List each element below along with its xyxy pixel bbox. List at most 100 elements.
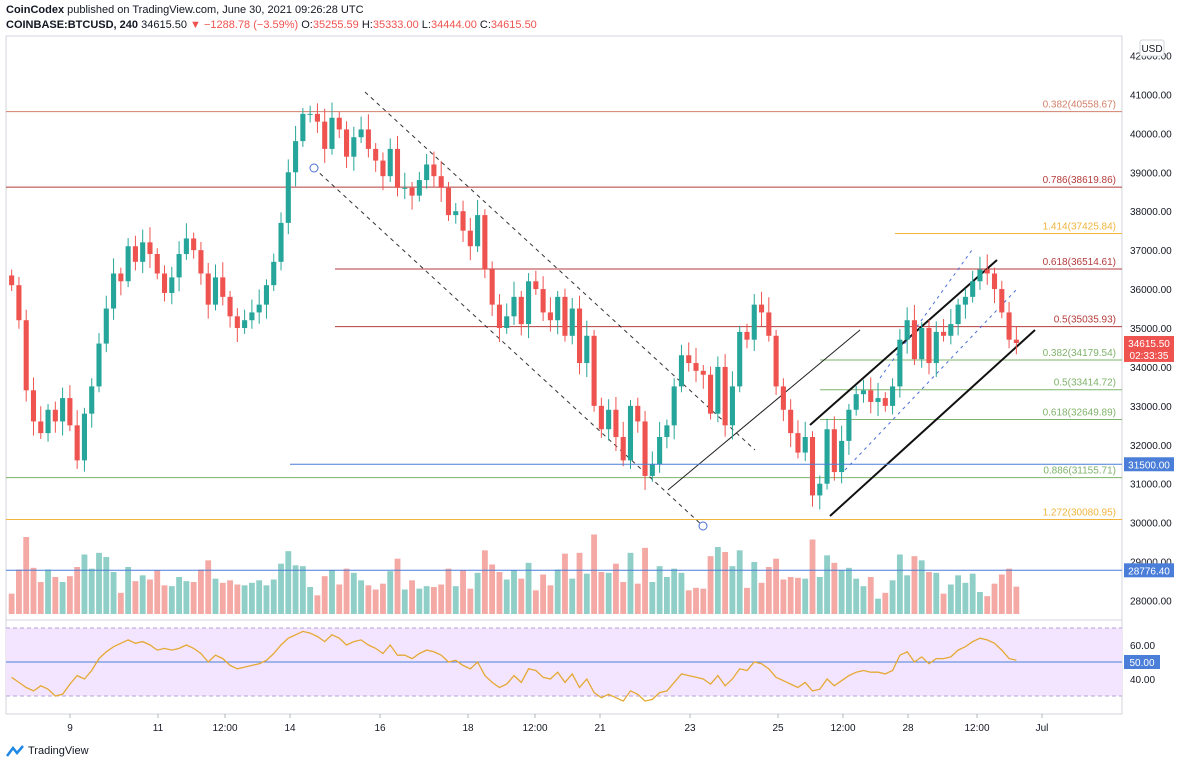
candle-body[interactable]: [693, 363, 699, 371]
candle-body[interactable]: [569, 308, 575, 336]
candle-body[interactable]: [409, 187, 415, 196]
candle-body[interactable]: [788, 409, 794, 434]
candle-body[interactable]: [795, 433, 801, 453]
candle-body[interactable]: [751, 304, 757, 340]
candle-body[interactable]: [271, 261, 277, 286]
candle-body[interactable]: [875, 398, 881, 402]
candle-body[interactable]: [991, 273, 998, 290]
candle-body[interactable]: [817, 483, 823, 496]
candle-body[interactable]: [336, 117, 342, 130]
candle-body[interactable]: [81, 413, 87, 461]
candle-body[interactable]: [161, 273, 168, 293]
candle-body[interactable]: [132, 246, 138, 262]
candle-body[interactable]: [394, 148, 401, 188]
candle-body[interactable]: [773, 335, 779, 387]
candle-body[interactable]: [52, 409, 58, 422]
candle-body[interactable]: [67, 398, 73, 426]
candle-body[interactable]: [460, 211, 466, 231]
candle-body[interactable]: [402, 187, 408, 189]
candle-body[interactable]: [1013, 339, 1019, 343]
candle-body[interactable]: [343, 129, 350, 157]
candle-body[interactable]: [613, 409, 619, 438]
candle-body[interactable]: [293, 141, 299, 173]
candle-body[interactable]: [511, 296, 517, 317]
candle-body[interactable]: [700, 370, 706, 375]
channel-handle[interactable]: [698, 521, 708, 531]
candle-body[interactable]: [314, 113, 320, 122]
candle-body[interactable]: [125, 246, 131, 282]
candle-body[interactable]: [606, 409, 612, 430]
candle-body[interactable]: [373, 148, 379, 161]
candle-body[interactable]: [664, 425, 670, 438]
candle-body[interactable]: [249, 312, 255, 321]
candle-body[interactable]: [933, 331, 939, 364]
candle-body[interactable]: [475, 215, 481, 247]
candle-body[interactable]: [766, 312, 772, 336]
candle-body[interactable]: [657, 437, 663, 465]
candle-body[interactable]: [897, 339, 903, 387]
candle-body[interactable]: [96, 343, 102, 387]
candle-body[interactable]: [300, 113, 306, 142]
candle-body[interactable]: [649, 464, 655, 476]
candle-body[interactable]: [758, 304, 765, 313]
candle-body[interactable]: [627, 405, 634, 461]
candle-body[interactable]: [438, 176, 444, 188]
candle-body[interactable]: [1006, 312, 1012, 340]
candle-body[interactable]: [263, 285, 270, 305]
candle-body[interactable]: [715, 366, 721, 414]
candle-body[interactable]: [445, 187, 452, 216]
candle-body[interactable]: [999, 289, 1005, 313]
candle-body[interactable]: [962, 296, 968, 305]
candle-body[interactable]: [562, 296, 568, 336]
candle-body[interactable]: [191, 238, 197, 251]
candle-body[interactable]: [809, 437, 816, 496]
candle-body[interactable]: [890, 386, 896, 406]
candle-body[interactable]: [598, 405, 604, 430]
candle-body[interactable]: [686, 355, 692, 364]
candle-body[interactable]: [16, 285, 22, 321]
candle-body[interactable]: [824, 429, 830, 484]
candle-body[interactable]: [212, 277, 219, 305]
candle-body[interactable]: [904, 320, 910, 340]
candle-body[interactable]: [9, 275, 15, 286]
candle-body[interactable]: [708, 374, 714, 414]
candle-body[interactable]: [220, 277, 226, 297]
channel-lower-line[interactable]: [829, 329, 1036, 517]
candle-body[interactable]: [358, 129, 364, 138]
candle-body[interactable]: [584, 335, 590, 364]
candle-body[interactable]: [416, 180, 422, 196]
candle-body[interactable]: [242, 320, 248, 328]
candle-body[interactable]: [23, 320, 29, 391]
tradingview-logo[interactable]: TradingView: [6, 745, 89, 757]
candle-body[interactable]: [307, 113, 313, 115]
candle-body[interactable]: [955, 304, 961, 325]
candle-body[interactable]: [591, 335, 597, 406]
candle-body[interactable]: [424, 164, 430, 181]
candle-body[interactable]: [620, 437, 626, 461]
candle-body[interactable]: [729, 386, 735, 426]
candle-body[interactable]: [970, 281, 976, 297]
candle-body[interactable]: [977, 269, 983, 282]
candle-body[interactable]: [278, 222, 284, 262]
candle-body[interactable]: [518, 296, 524, 325]
candle-body[interactable]: [853, 394, 859, 410]
candle-body[interactable]: [387, 148, 393, 177]
candle-body[interactable]: [540, 289, 546, 313]
trendline-short[interactable]: [667, 329, 861, 491]
candle-body[interactable]: [431, 164, 437, 177]
channel-lower-dashed[interactable]: [313, 167, 704, 527]
candle-body[interactable]: [831, 429, 837, 473]
candle-body[interactable]: [140, 242, 146, 262]
candle-body[interactable]: [329, 117, 335, 149]
channel-upper-dashed[interactable]: [364, 91, 756, 451]
candle-body[interactable]: [678, 355, 685, 387]
candle-body[interactable]: [846, 409, 852, 441]
candle-body[interactable]: [74, 425, 80, 461]
candle-body[interactable]: [154, 254, 160, 274]
candle-body[interactable]: [860, 390, 867, 395]
candle-body[interactable]: [671, 386, 677, 426]
channel-handle[interactable]: [309, 163, 319, 173]
candle-body[interactable]: [526, 281, 532, 325]
candle-body[interactable]: [147, 242, 153, 255]
candle-body[interactable]: [722, 366, 728, 426]
